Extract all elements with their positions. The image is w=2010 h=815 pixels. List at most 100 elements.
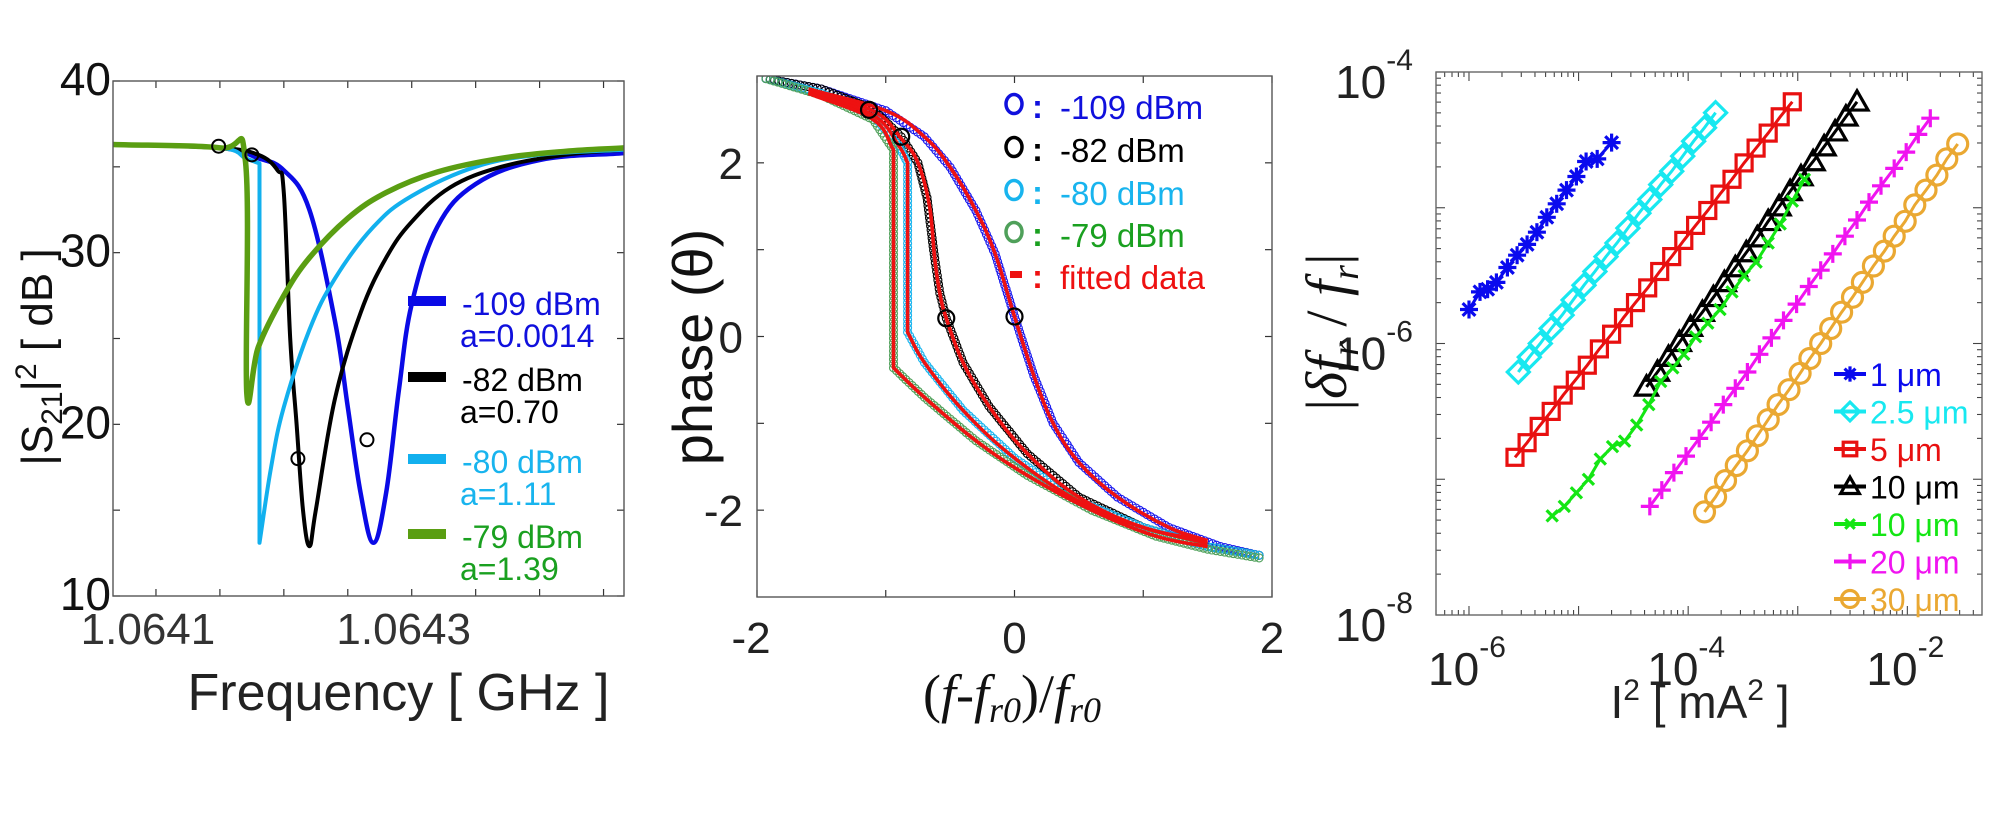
marker-stroke	[1545, 509, 1559, 523]
marker-stroke	[1691, 114, 1718, 141]
marker-stroke	[1625, 199, 1653, 227]
data-point	[1109, 489, 1119, 499]
tick-exponent: -6	[1479, 631, 1506, 664]
marker-diamond	[1527, 330, 1554, 357]
marker-x	[1688, 330, 1703, 344]
legend-swatch	[408, 372, 446, 382]
marker-plus	[1823, 244, 1842, 263]
marker-diamond	[1680, 127, 1707, 155]
marker-square	[1841, 440, 1859, 458]
data-point	[924, 364, 935, 374]
x-label-divide: )/	[1021, 664, 1054, 724]
x-tick-label: 1.0643	[336, 605, 471, 654]
marker-diamond	[1570, 271, 1598, 299]
x-label-superscript: 2	[1623, 674, 1640, 707]
tick-exponent: -2	[1918, 631, 1945, 664]
marker-triangle	[1699, 283, 1728, 308]
legend-label: -109 dBm	[1060, 89, 1203, 126]
bifurcation-marker	[859, 100, 879, 119]
marker-x	[1785, 194, 1800, 208]
marker-circle	[1692, 500, 1717, 524]
marker-stroke	[1559, 182, 1574, 198]
x-tick-label: 0	[1002, 614, 1026, 663]
marker-stroke	[1614, 214, 1642, 242]
marker-stroke	[1925, 163, 1949, 187]
marker-square	[1613, 308, 1634, 328]
marker-triangle	[1810, 132, 1838, 157]
x-axis-label: I2 [ mA2 ]	[1610, 674, 1789, 728]
data-point	[1211, 546, 1221, 556]
data-point	[1003, 447, 1013, 457]
marker-stroke	[1581, 472, 1596, 487]
legend-label: -79 dBm	[462, 519, 583, 555]
marker-circle	[1925, 163, 1949, 187]
marker-stroke	[1703, 485, 1728, 509]
marker-stroke	[1505, 358, 1532, 386]
marker-stroke	[1761, 236, 1775, 250]
marker-stroke	[1841, 440, 1859, 458]
marker-stroke	[1766, 393, 1790, 417]
x-label-subscript: r0	[1069, 690, 1101, 730]
marker-stroke	[1811, 261, 1830, 280]
legend-marker-circle	[1004, 92, 1024, 116]
marker-diamond	[1838, 399, 1862, 424]
data-point	[945, 414, 955, 424]
y-label-subscript: r	[1325, 265, 1367, 280]
marker-diamond	[1505, 358, 1532, 386]
marker-diamond	[1669, 142, 1696, 170]
x-label-paren: (	[923, 664, 941, 724]
marker-stroke	[1589, 339, 1610, 359]
marker-circle	[1839, 588, 1861, 610]
marker-stroke	[1758, 123, 1778, 143]
series-line	[1648, 117, 1932, 508]
y-label-bar: |	[1294, 253, 1359, 265]
marker-stroke	[1565, 370, 1585, 390]
legend-marker-circle	[1004, 220, 1024, 244]
series-2.5-μm	[1505, 99, 1729, 386]
y-tick-label: 10-4	[1335, 44, 1413, 108]
data-point	[926, 398, 936, 408]
data-point	[910, 383, 920, 393]
marker-x	[1642, 397, 1656, 412]
marker-plus	[1872, 176, 1890, 195]
marker-circle	[1766, 393, 1790, 417]
y-tick-label: 10-8	[1335, 587, 1413, 651]
marker-stroke	[1541, 401, 1561, 421]
data-point	[1254, 553, 1264, 563]
marker-stroke	[1537, 315, 1565, 342]
legend-label: -82 dBm	[1060, 132, 1185, 169]
marker-x	[1605, 439, 1620, 454]
marker-plus	[1738, 363, 1757, 381]
marker-square	[1517, 433, 1537, 453]
marker-triangle	[1821, 117, 1849, 142]
fit-curve	[807, 91, 1208, 549]
marker-stroke	[1762, 328, 1781, 347]
fit-curve	[807, 89, 1208, 543]
marker-asterisk	[1487, 273, 1506, 292]
marker-stroke	[1860, 193, 1878, 212]
marker-stroke	[1837, 473, 1863, 496]
data-point	[1080, 463, 1090, 473]
marker-stroke	[1713, 469, 1738, 493]
curves	[113, 136, 624, 549]
marker-diamond	[1702, 99, 1729, 126]
marker-diamond	[1516, 343, 1543, 371]
marker-stroke	[1632, 372, 1661, 397]
series-10-μm	[1545, 172, 1812, 523]
marker-square	[1650, 261, 1670, 282]
y-tick-label: 20	[60, 396, 111, 448]
marker-stroke	[1669, 142, 1696, 170]
marker-stroke	[1724, 454, 1748, 478]
marker-stroke	[1777, 378, 1801, 402]
curve-m79dBm	[113, 136, 624, 406]
y-axis-label: phase (θ)	[661, 229, 724, 466]
marker-stroke	[1710, 268, 1739, 293]
marker-asterisk	[1537, 208, 1556, 227]
series-layer	[1460, 87, 1970, 524]
marker-plus	[1848, 211, 1866, 229]
legend-item: 10 μm	[1834, 470, 1960, 506]
data-point	[904, 377, 914, 388]
series-1-μm	[1460, 133, 1621, 319]
data-point	[955, 402, 965, 412]
marker-circle	[1903, 193, 1927, 217]
